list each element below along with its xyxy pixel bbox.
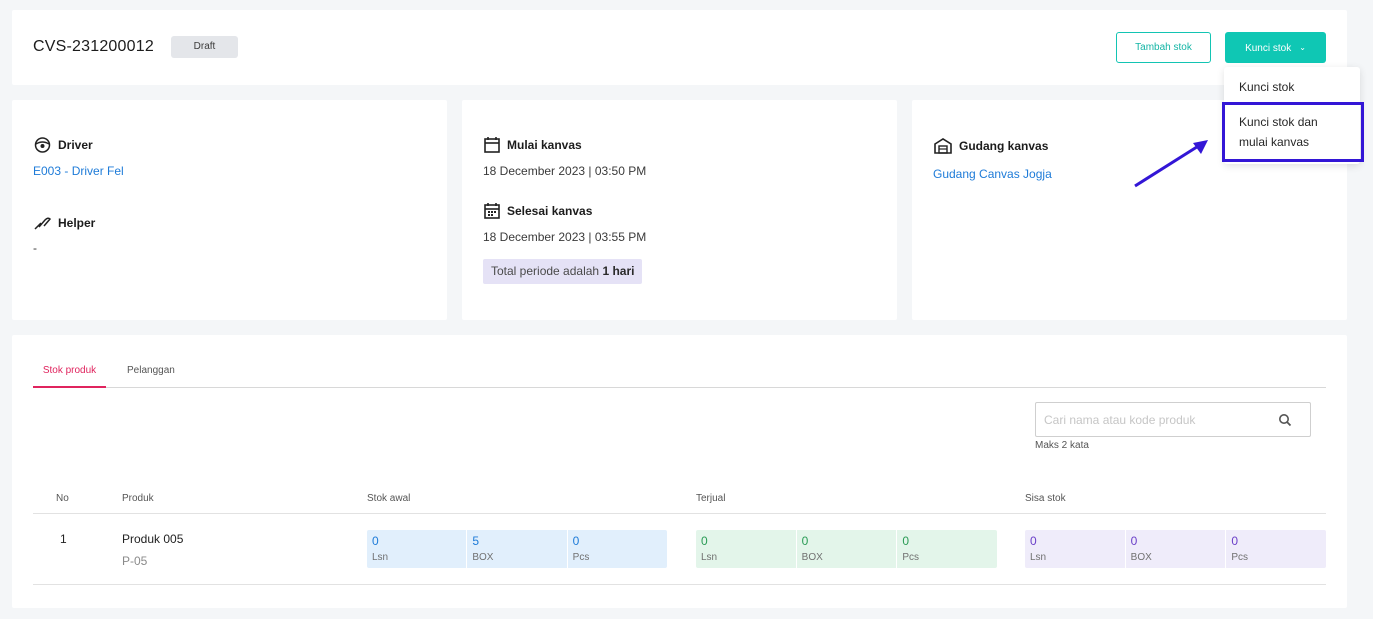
qty-cell: 5 BOX <box>466 530 566 568</box>
add-stock-button[interactable]: Tambah stok <box>1116 32 1211 63</box>
warehouse-icon <box>933 137 953 155</box>
qty-value: 0 <box>1130 534 1138 548</box>
tab-bar: Stok produk Pelanggan <box>33 357 1326 388</box>
driver-title: Driver <box>58 138 93 152</box>
helper-title: Helper <box>58 216 96 230</box>
driver-icon <box>33 137 52 153</box>
search-icon[interactable] <box>1278 413 1292 432</box>
qty-unit: BOX <box>801 552 823 563</box>
qty-unit: Pcs <box>572 552 590 563</box>
qty-unit: Pcs <box>902 552 920 563</box>
search-hint: Maks 2 kata <box>1035 440 1089 451</box>
qty-unit: BOX <box>1130 552 1152 563</box>
row-divider <box>33 584 1326 585</box>
row-number: 1 <box>60 532 67 546</box>
qty-value: 0 <box>1030 534 1037 548</box>
warehouse-link[interactable]: Gudang Canvas Jogja <box>933 167 1052 181</box>
driver-link[interactable]: E003 - Driver Fel <box>33 164 124 178</box>
qty-unit: Lsn <box>1030 552 1047 563</box>
tab-stok-produk[interactable]: Stok produk <box>33 365 106 388</box>
search-box <box>1035 402 1311 437</box>
qty-cell: 0 Pcs <box>896 530 997 568</box>
helper-value: - <box>33 241 37 255</box>
period-prefix: Total periode adalah <box>491 264 600 278</box>
start-section-title: Mulai kanvas <box>483 136 582 154</box>
warehouse-title: Gudang kanvas <box>959 139 1049 153</box>
qty-value: 0 <box>372 534 379 548</box>
annotation-highlight-box <box>1222 102 1364 162</box>
period-value: 1 hari <box>602 264 635 278</box>
qty-unit: BOX <box>472 552 494 563</box>
qty-cell: 0 Lsn <box>696 530 796 568</box>
header-divider <box>33 513 1326 514</box>
qty-cell: 0 BOX <box>1124 530 1226 568</box>
helper-icon <box>33 215 52 231</box>
lock-stock-dropdown-menu: Kunci stok Kunci stok dan mulai kanvas <box>1224 67 1360 164</box>
calendar-icon <box>483 136 501 154</box>
end-value: 18 December 2023 | 03:55 PM <box>483 230 647 244</box>
start-value: 18 December 2023 | 03:50 PM <box>483 164 647 178</box>
start-title: Mulai kanvas <box>507 138 582 152</box>
qty-value: 0 <box>1231 534 1239 548</box>
sisa-stok-group: 0 Lsn 0 BOX 0 Pcs <box>1025 530 1326 568</box>
calendar-grid-icon <box>483 202 501 220</box>
schedule-card: Mulai kanvas 18 December 2023 | 03:50 PM… <box>462 100 897 320</box>
header-bar: CVS-231200012 Draft Tambah stok Kunci st… <box>12 10 1347 85</box>
qty-value: 0 <box>572 534 580 548</box>
lock-stock-label: Kunci stok <box>1245 43 1292 54</box>
qty-cell: 0 Pcs <box>566 530 667 568</box>
column-header-produk: Produk <box>122 493 154 504</box>
qty-cell: 0 Lsn <box>1025 530 1125 568</box>
column-header-stok-awal: Stok awal <box>367 493 411 504</box>
page-title: CVS-231200012 <box>33 38 154 55</box>
tab-pelanggan[interactable]: Pelanggan <box>127 365 175 376</box>
end-section-title: Selesai kanvas <box>483 202 592 220</box>
menu-item-kunci-stok-mulai-kanvas[interactable]: Kunci stok dan mulai kanvas <box>1239 115 1318 149</box>
qty-value: 5 <box>472 534 480 548</box>
column-header-sisa-stok: Sisa stok <box>1025 493 1066 504</box>
lock-stock-button[interactable]: Kunci stok ⌄ <box>1225 32 1326 63</box>
driver-card: Driver E003 - Driver Fel Helper - <box>12 100 447 320</box>
qty-unit: Pcs <box>1231 552 1249 563</box>
menu-item-kunci-stok[interactable]: Kunci stok <box>1239 80 1295 94</box>
qty-value: 0 <box>801 534 809 548</box>
helper-section-title: Helper <box>33 215 95 231</box>
warehouse-section-title: Gudang kanvas <box>933 137 1048 155</box>
column-header-terjual: Terjual <box>696 493 726 504</box>
column-header-no: No <box>56 493 69 504</box>
qty-value: 0 <box>701 534 708 548</box>
search-input[interactable] <box>1044 411 1264 429</box>
driver-section-title: Driver <box>33 137 93 153</box>
qty-cell: 0 BOX <box>795 530 897 568</box>
qty-cell: 0 Pcs <box>1225 530 1326 568</box>
product-name: Produk 005 <box>122 532 184 546</box>
qty-unit: Lsn <box>372 552 389 563</box>
period-badge: Total periode adalah 1 hari <box>483 259 643 284</box>
product-stock-card: Stok produk Pelanggan Maks 2 kata No Pro… <box>12 335 1347 608</box>
end-title: Selesai kanvas <box>507 204 593 218</box>
qty-unit: Lsn <box>701 552 718 563</box>
stok-awal-group: 0 Lsn 5 BOX 0 Pcs <box>367 530 667 568</box>
qty-value: 0 <box>902 534 910 548</box>
annotation-arrow-icon <box>1134 140 1208 188</box>
product-code: P-05 <box>122 554 148 568</box>
qty-cell: 0 Lsn <box>367 530 466 568</box>
chevron-down-icon: ⌄ <box>1299 43 1306 52</box>
status-badge: Draft <box>171 36 238 58</box>
terjual-group: 0 Lsn 0 BOX 0 Pcs <box>696 530 997 568</box>
